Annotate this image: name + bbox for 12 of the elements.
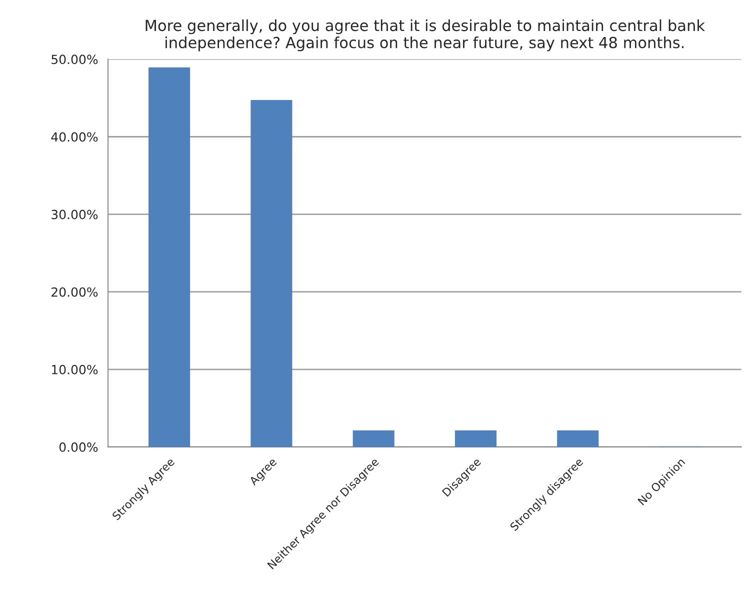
y-tick-label: 0.00% <box>59 442 98 452</box>
y-tick-label: 40.00% <box>51 132 98 142</box>
bar <box>557 430 599 447</box>
y-tick-label: 20.00% <box>52 287 98 297</box>
chart-title: More generally, do you agree that it is desirable to maintain central bank independence? Again focus on the near future, say next 48 months. <box>146 19 705 52</box>
y-tick-label: 10.00% <box>52 364 98 374</box>
bar <box>148 67 190 447</box>
bar <box>454 430 496 447</box>
bar <box>352 430 394 447</box>
y-tick-label: 30.00% <box>52 210 98 220</box>
bar <box>250 100 292 447</box>
y-tick-label: 50.00% <box>52 54 98 64</box>
